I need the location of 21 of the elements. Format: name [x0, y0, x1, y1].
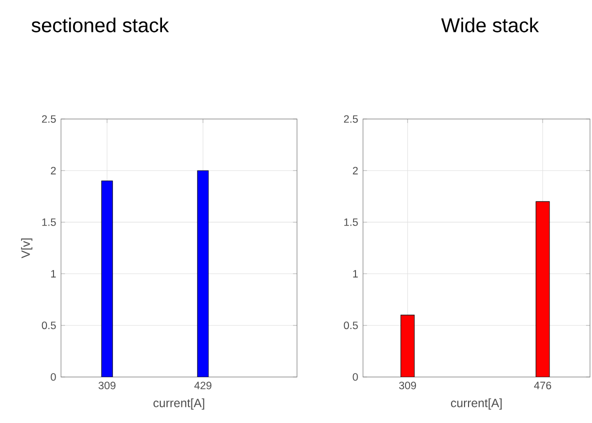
y-tick-label: 0: [50, 373, 56, 381]
y-tick-label: 2: [352, 166, 358, 174]
x-axis-title: current[A]: [450, 398, 502, 410]
y-tick-label: 2.5: [42, 115, 56, 123]
y-tick-label: 1: [51, 270, 56, 278]
y-tick-label: 0: [352, 373, 358, 381]
y-tick-label: 2.5: [344, 115, 358, 123]
y-axis-title: V[v]: [21, 238, 32, 258]
y-tick-label: 1: [353, 270, 358, 278]
y-tick-label: 0.5: [42, 322, 56, 330]
y-tick-label: 0.5: [344, 322, 358, 330]
x-tick-label: 476: [534, 382, 552, 390]
x-tick-label: 309: [399, 382, 416, 390]
x-tick-label: 309: [98, 382, 116, 390]
y-tick-label: 1.5: [344, 218, 358, 226]
chart-title: sectioned stack: [32, 18, 169, 32]
chart-title: Wide stack: [441, 18, 539, 32]
x-tick-label: 429: [194, 382, 212, 390]
x-axis-title: current[A]: [153, 398, 204, 410]
y-tick-label: 2: [50, 166, 56, 174]
y-tick-label: 1.5: [42, 218, 56, 226]
